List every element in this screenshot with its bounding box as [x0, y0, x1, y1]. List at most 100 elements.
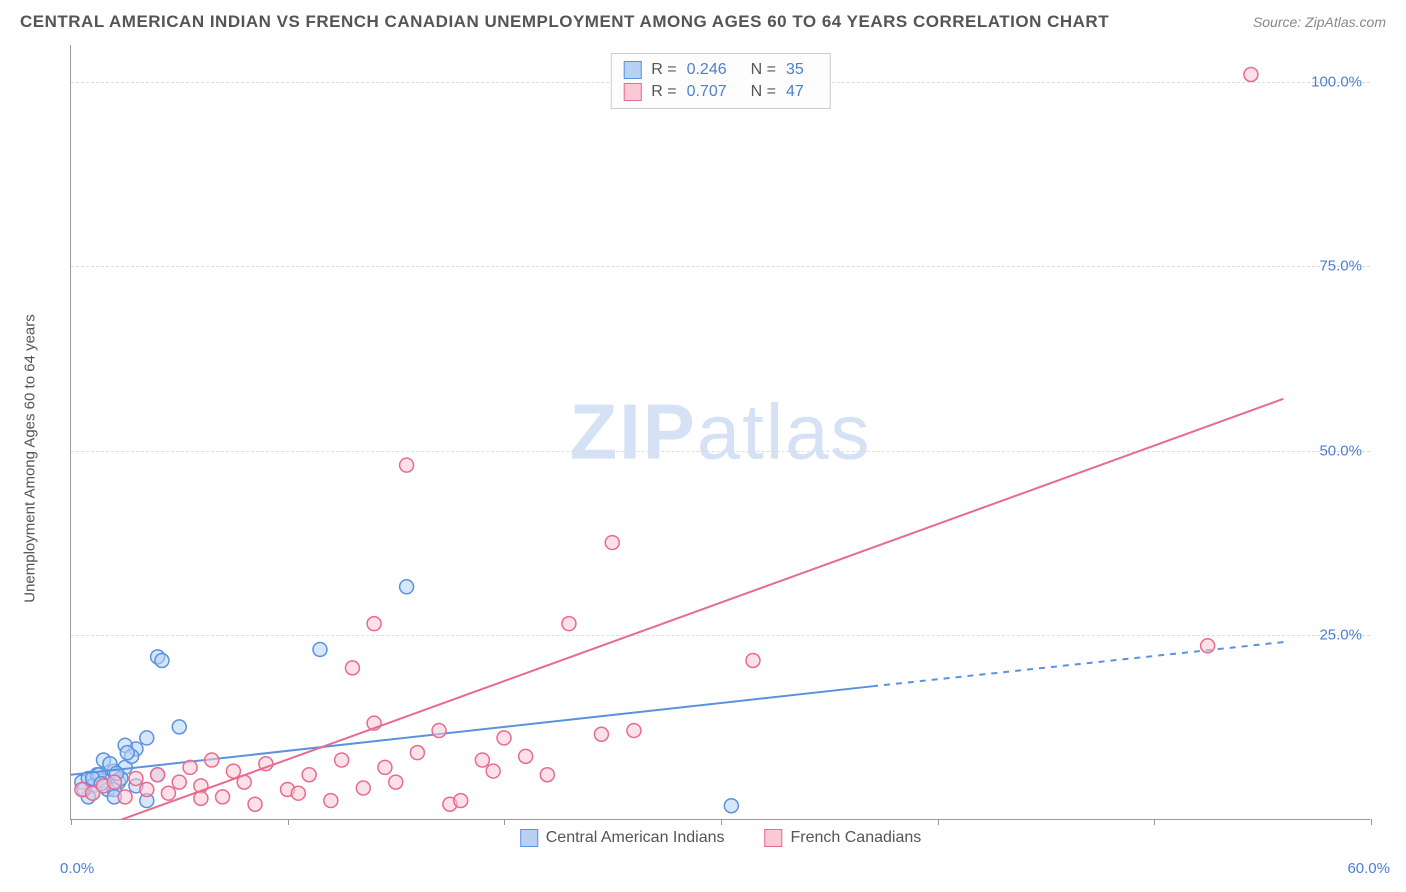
x-tick — [721, 819, 722, 825]
watermark-bold: ZIP — [569, 388, 696, 476]
watermark: ZIPatlas — [569, 387, 871, 478]
legend-label: French Canadians — [791, 829, 922, 847]
x-tick — [938, 819, 939, 825]
legend-item: French Canadians — [765, 829, 922, 847]
scatter-point-fc — [75, 783, 89, 797]
x-tick — [1371, 819, 1372, 825]
scatter-point-cai — [103, 757, 117, 771]
header: CENTRAL AMERICAN INDIAN VS FRENCH CANADI… — [0, 0, 1406, 38]
scatter-point-cai — [107, 764, 121, 778]
swatch-icon — [520, 829, 538, 847]
scatter-point-cai — [129, 742, 143, 756]
x-tick — [288, 819, 289, 825]
stats-row-cai: R = 0.246N = 35 — [623, 59, 818, 81]
scatter-point-cai — [129, 779, 143, 793]
scatter-point-fc — [627, 724, 641, 738]
scatter-point-fc — [443, 797, 457, 811]
scatter-point-fc — [562, 617, 576, 631]
r-value: 0.246 — [687, 61, 727, 79]
legend-item: Central American Indians — [520, 829, 725, 847]
scatter-point-cai — [118, 738, 132, 752]
scatter-point-cai — [94, 777, 108, 791]
scatter-point-cai — [96, 774, 110, 788]
scatter-point-fc — [302, 768, 316, 782]
scatter-point-fc — [140, 783, 154, 797]
scatter-point-cai — [118, 760, 132, 774]
scatter-point-cai — [96, 753, 110, 767]
n-label: N = — [751, 61, 776, 79]
scatter-point-cai — [107, 790, 121, 804]
scatter-point-cai — [114, 771, 128, 785]
scatter-point-cai — [101, 783, 115, 797]
scatter-point-cai — [120, 746, 134, 760]
scatter-point-fc — [335, 753, 349, 767]
scatter-point-fc — [205, 753, 219, 767]
scatter-point-cai — [109, 766, 123, 780]
x-tick — [71, 819, 72, 825]
y-tick-label: 100.0% — [1311, 73, 1362, 90]
y-axis-label: Unemployment Among Ages 60 to 64 years — [22, 314, 39, 603]
scatter-point-cai — [172, 720, 186, 734]
scatter-point-fc — [226, 764, 240, 778]
scatter-point-fc — [594, 727, 608, 741]
chart-container: Unemployment Among Ages 60 to 64 years Z… — [50, 45, 1390, 855]
gridline — [71, 451, 1370, 452]
scatter-point-fc — [486, 764, 500, 778]
x-tick — [1154, 819, 1155, 825]
scatter-point-cai — [313, 642, 327, 656]
legend-label: Central American Indians — [546, 829, 725, 847]
scatter-point-fc — [410, 746, 424, 760]
scatter-point-cai — [86, 779, 100, 793]
scatter-point-fc — [161, 786, 175, 800]
scatter-point-fc — [237, 775, 251, 789]
scatter-point-fc — [118, 790, 132, 804]
scatter-point-fc — [389, 775, 403, 789]
scatter-point-fc — [519, 749, 533, 763]
scatter-point-cai — [81, 790, 95, 804]
scatter-point-cai — [90, 768, 104, 782]
scatter-point-fc — [497, 731, 511, 745]
scatter-svg — [71, 45, 1370, 819]
scatter-point-fc — [281, 783, 295, 797]
scatter-point-cai — [92, 768, 106, 782]
scatter-point-fc — [432, 724, 446, 738]
gridline — [71, 635, 1370, 636]
y-tick-label: 50.0% — [1319, 442, 1362, 459]
scatter-point-fc — [324, 794, 338, 808]
scatter-point-fc — [356, 781, 370, 795]
scatter-point-fc — [746, 654, 760, 668]
scatter-point-fc — [216, 790, 230, 804]
scatter-point-cai — [151, 650, 165, 664]
chart-title: CENTRAL AMERICAN INDIAN VS FRENCH CANADI… — [20, 12, 1109, 32]
scatter-point-fc — [605, 536, 619, 550]
n-value: 35 — [786, 61, 804, 79]
scatter-point-fc — [86, 786, 100, 800]
scatter-point-cai — [140, 731, 154, 745]
scatter-point-cai — [86, 771, 100, 785]
scatter-point-fc — [540, 768, 554, 782]
scatter-point-fc — [194, 791, 208, 805]
scatter-point-cai — [151, 768, 165, 782]
scatter-point-cai — [107, 783, 121, 797]
scatter-point-fc — [1244, 67, 1258, 81]
y-tick-label: 75.0% — [1319, 258, 1362, 275]
scatter-point-fc — [259, 757, 273, 771]
scatter-point-fc — [367, 716, 381, 730]
scatter-point-fc — [129, 771, 143, 785]
scatter-point-cai — [81, 771, 95, 785]
scatter-point-cai — [77, 783, 91, 797]
scatter-point-fc — [378, 760, 392, 774]
scatter-point-fc — [1201, 639, 1215, 653]
scatter-point-fc — [345, 661, 359, 675]
y-tick-label: 25.0% — [1319, 627, 1362, 644]
swatch-icon — [765, 829, 783, 847]
source-label: Source: ZipAtlas.com — [1253, 14, 1386, 30]
x-tick-label-min: 0.0% — [60, 860, 94, 877]
scatter-point-cai — [400, 580, 414, 594]
scatter-point-fc — [194, 779, 208, 793]
trend-line-fc — [93, 399, 1284, 819]
scatter-point-cai — [125, 749, 139, 763]
watermark-light: atlas — [697, 388, 872, 476]
scatter-point-fc — [151, 768, 165, 782]
scatter-point-fc — [248, 797, 262, 811]
